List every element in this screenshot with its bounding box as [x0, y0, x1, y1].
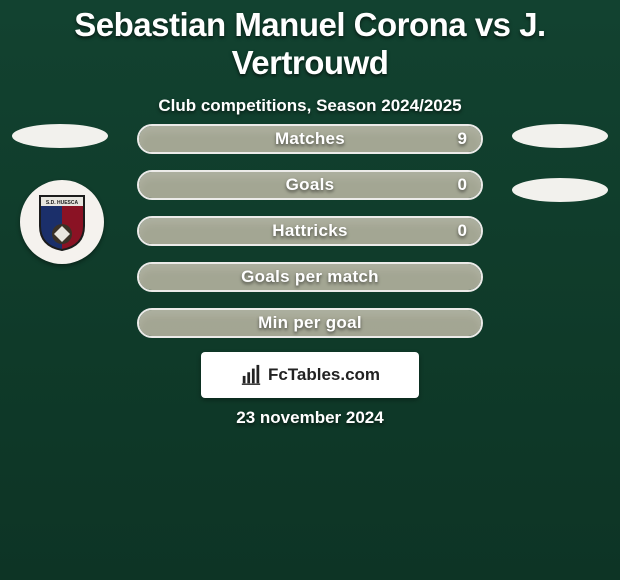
- stat-bars: Matches 9 Goals 0 Hattricks 0 Goals per …: [137, 124, 483, 354]
- club-label-text: S.D. HUESCA: [46, 200, 79, 206]
- bar-value: 9: [458, 126, 467, 152]
- bar-goals: Goals 0: [137, 170, 483, 200]
- bar-value: 0: [458, 218, 467, 244]
- bar-value: 0: [458, 172, 467, 198]
- source-text: FcTables.com: [268, 365, 380, 385]
- page-date: 23 november 2024: [0, 408, 620, 428]
- flag-right-club-ellipse: [512, 178, 608, 202]
- bar-hattricks: Hattricks 0: [137, 216, 483, 246]
- bar-label: Goals per match: [139, 264, 481, 290]
- bar-matches: Matches 9: [137, 124, 483, 154]
- flag-right-ellipse: [512, 124, 608, 148]
- source-badge: FcTables.com: [201, 352, 419, 398]
- club-badge: S.D. HUESCA: [20, 180, 104, 264]
- bar-chart-icon: [240, 364, 262, 386]
- bar-min-per-goal: Min per goal: [137, 308, 483, 338]
- bar-goals-per-match: Goals per match: [137, 262, 483, 292]
- bar-label: Goals: [139, 172, 481, 198]
- page-title: Sebastian Manuel Corona vs J. Vertrouwd: [0, 0, 620, 82]
- flag-left-ellipse: [12, 124, 108, 148]
- bar-label: Matches: [139, 126, 481, 152]
- bar-label: Min per goal: [139, 310, 481, 336]
- bar-label: Hattricks: [139, 218, 481, 244]
- page-subtitle: Club competitions, Season 2024/2025: [0, 96, 620, 116]
